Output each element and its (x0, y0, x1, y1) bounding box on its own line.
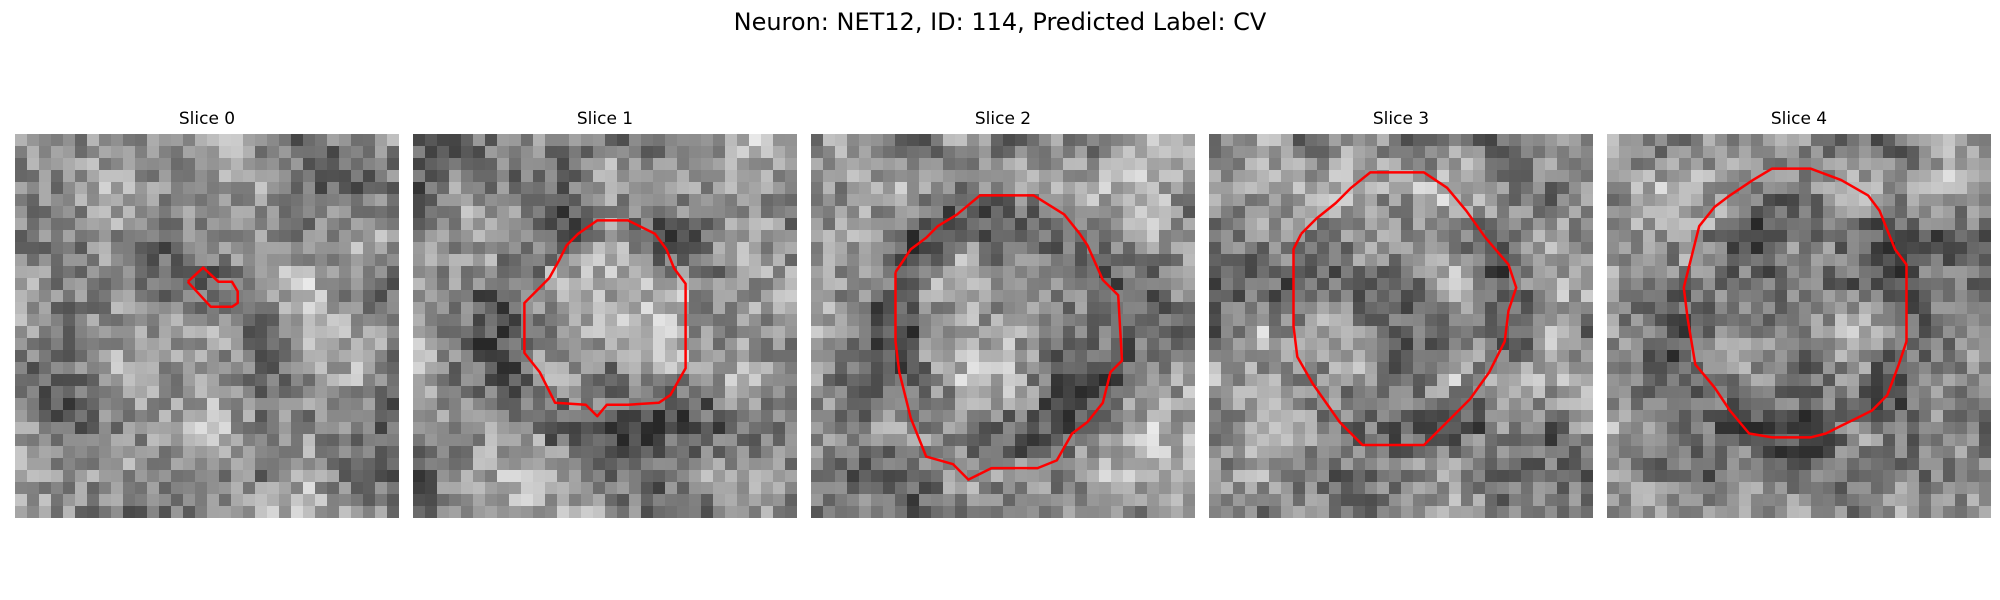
slice-image (811, 134, 1195, 518)
slice-image (1209, 134, 1593, 518)
slice-image (1607, 134, 1991, 518)
segmentation-contour (186, 266, 239, 309)
pixel-grid (15, 134, 399, 518)
pixel-grid (1607, 134, 1991, 518)
panel-title: Slice 3 (1372, 109, 1430, 129)
slice-image (15, 134, 399, 518)
pixel-grid (413, 134, 797, 518)
segmentation-contour (894, 194, 1124, 481)
panel-title: Slice 1 (576, 109, 634, 129)
panel-title: Slice 2 (974, 109, 1032, 129)
segmentation-contour (1292, 171, 1518, 447)
segmentation-contour (1682, 167, 1908, 439)
slice-image (413, 134, 797, 518)
pixel-grid (1209, 134, 1593, 518)
panel-title: Slice 4 (1770, 109, 1828, 129)
figure-title: Neuron: NET12, ID: 114, Predicted Label:… (733, 8, 1267, 36)
segmentation-contour (523, 219, 687, 418)
panel-title: Slice 0 (178, 109, 236, 129)
pixel-grid (811, 134, 1195, 518)
